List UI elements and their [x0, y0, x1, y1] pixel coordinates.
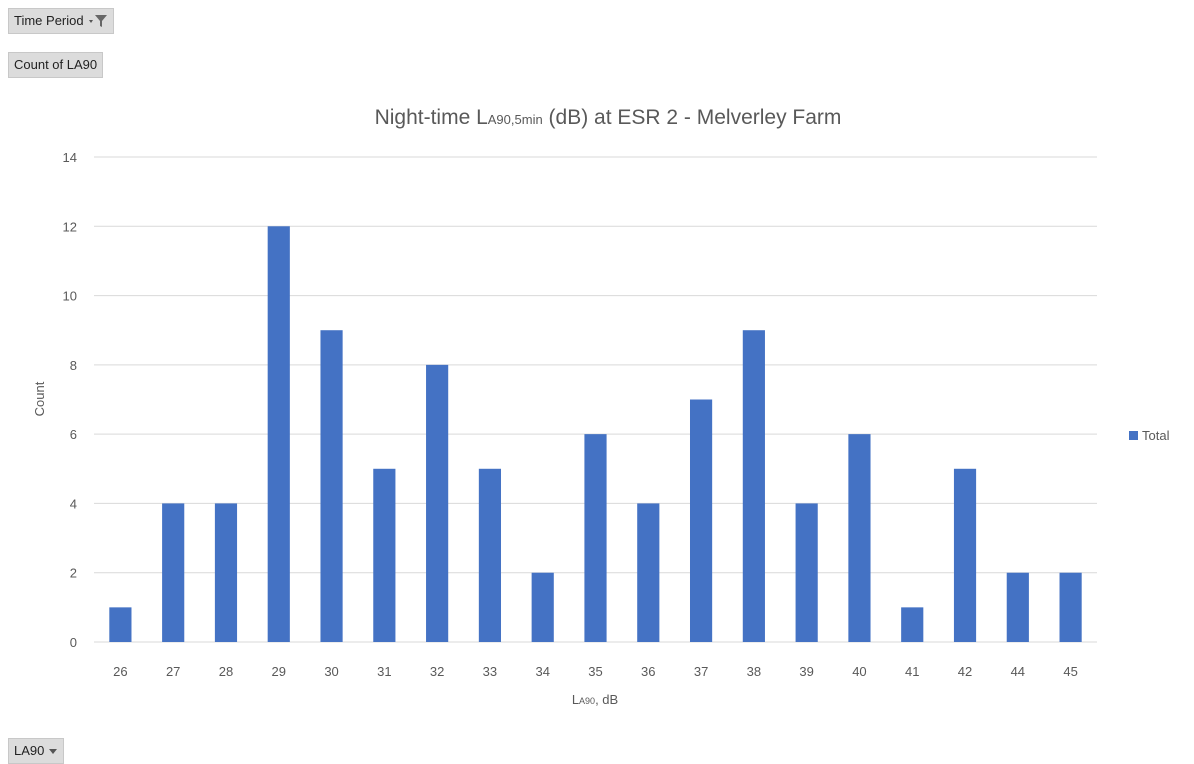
x-tick-label: 29 [272, 664, 286, 679]
bar-41 [901, 607, 924, 642]
y-tick-label: 8 [70, 358, 77, 373]
bars [109, 226, 1082, 643]
x-tick-label: 39 [799, 664, 813, 679]
bar-36 [637, 503, 660, 642]
bar-32 [426, 364, 449, 642]
bar-39 [795, 503, 818, 642]
y-axis-title: Count [32, 381, 47, 416]
bar-34 [531, 572, 554, 642]
chart-title: Night-time LA90,5min (dB) at ESR 2 - Mel… [375, 106, 842, 129]
bar-28 [214, 503, 238, 642]
y-tick-labels: 0 2 4 6 8 10 12 14 [63, 150, 77, 650]
x-tick-label: 31 [377, 664, 391, 679]
x-tick-label: 33 [483, 664, 497, 679]
bar-27 [162, 503, 185, 642]
legend-label: Total [1142, 428, 1170, 443]
y-tick-label: 12 [63, 219, 77, 234]
x-tick-label: 26 [113, 664, 127, 679]
x-tick-label: 30 [324, 664, 338, 679]
legend: Total [1129, 428, 1170, 443]
x-axis-title: LA90, dB [572, 692, 618, 707]
bar-42 [953, 468, 977, 642]
bar-37 [689, 399, 713, 642]
x-tick-label: 35 [588, 664, 602, 679]
la90-field-button[interactable]: LA90 [8, 738, 65, 764]
time-period-label: Time Period [14, 13, 84, 28]
y-tick-label: 10 [63, 289, 77, 304]
x-tick-label: 27 [166, 664, 180, 679]
bar-26 [109, 607, 132, 642]
x-tick-label: 42 [958, 664, 972, 679]
bar-35 [584, 434, 607, 642]
y-tick-label: 0 [70, 635, 77, 650]
x-tick-label: 37 [694, 664, 708, 679]
legend-swatch [1129, 431, 1138, 440]
bar-30 [320, 330, 343, 642]
count-field-label: Count of LA90 [14, 57, 98, 72]
bar-29 [267, 226, 290, 643]
x-tick-label: 45 [1063, 664, 1077, 679]
bar-38 [742, 330, 765, 642]
y-tick-label: 2 [70, 566, 77, 581]
x-tick-label: 36 [641, 664, 655, 679]
dropdown-arrow-icon [48, 746, 58, 756]
count-of-la90-field-button[interactable]: Count of LA90 [8, 52, 104, 78]
time-period-filter-button[interactable]: Time Period [8, 8, 114, 34]
x-tick-label: 41 [905, 664, 919, 679]
bar-45 [1059, 572, 1082, 642]
x-tick-labels: 26 27 28 29 30 31 32 33 34 35 36 37 38 39 40 41 42 44 45 [113, 664, 1078, 679]
x-tick-label: 32 [430, 664, 444, 679]
x-tick-label: 44 [1011, 664, 1025, 679]
bar-31 [373, 468, 396, 642]
bar-33 [478, 468, 502, 642]
x-tick-label: 38 [747, 664, 761, 679]
x-tick-label: 40 [852, 664, 866, 679]
filter-icon [88, 14, 108, 28]
bar-44 [1006, 572, 1029, 642]
x-tick-label: 34 [535, 664, 549, 679]
y-tick-label: 4 [70, 496, 77, 511]
y-tick-label: 14 [63, 150, 77, 165]
la90-field-label: LA90 [14, 743, 45, 758]
x-tick-label: 28 [219, 664, 233, 679]
bar-40 [848, 434, 871, 642]
y-tick-label: 6 [70, 427, 77, 442]
